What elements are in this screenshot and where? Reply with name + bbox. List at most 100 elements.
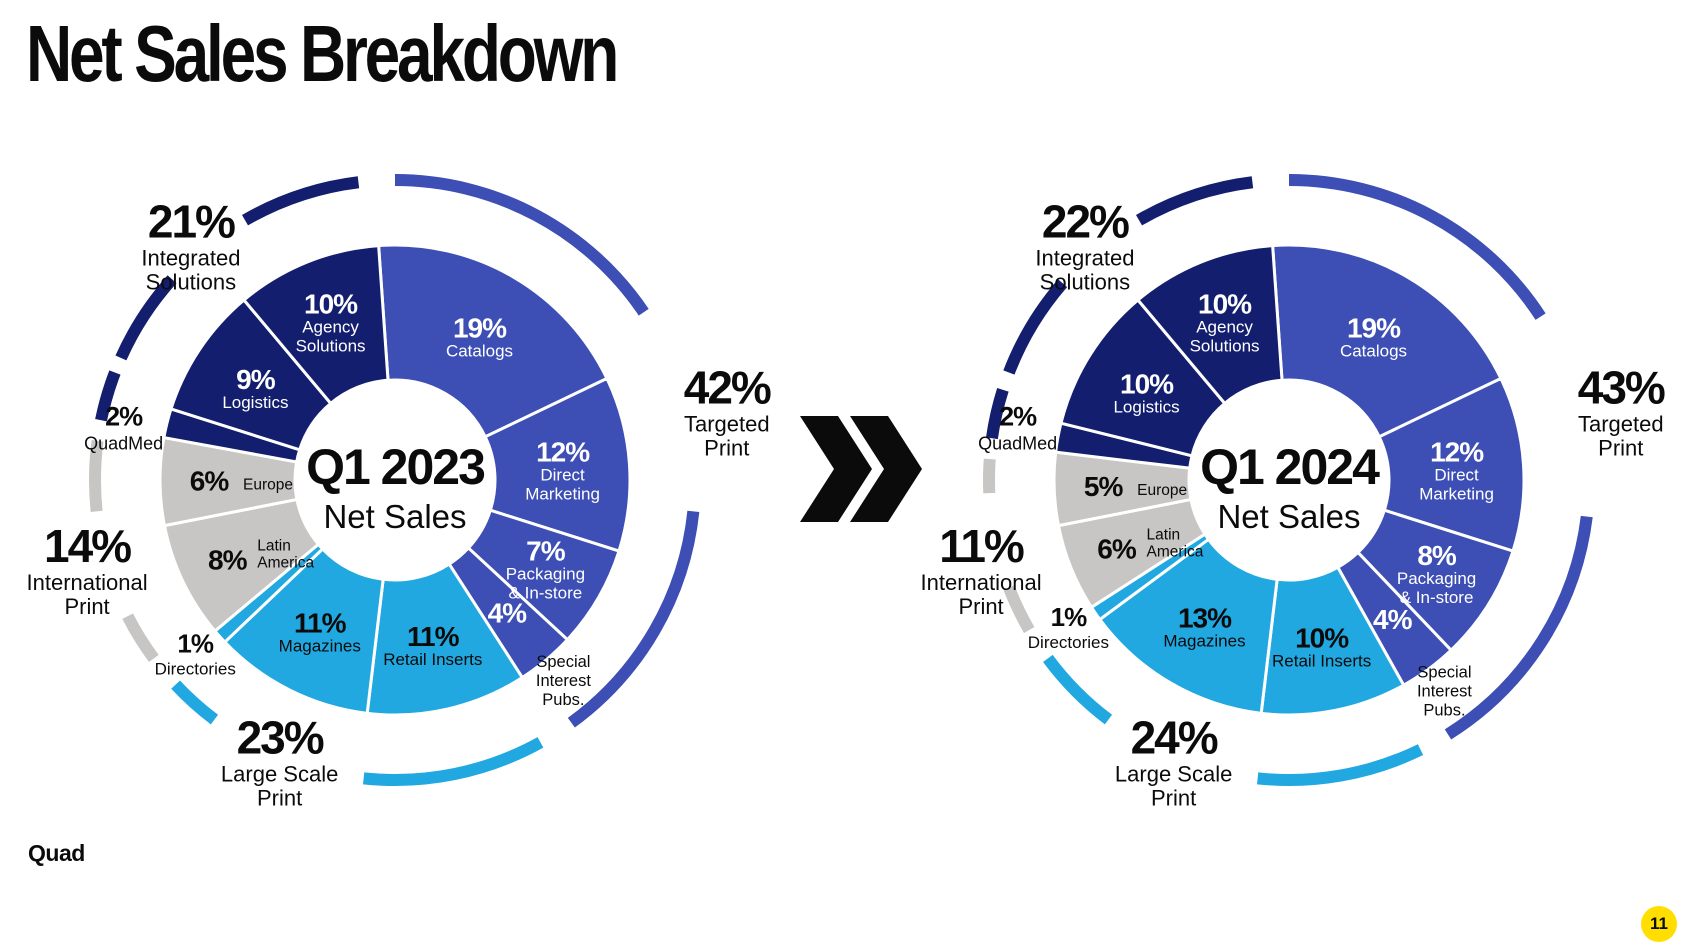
label-name-special-interest-pubs: Pubs.	[1423, 701, 1465, 719]
label-name-agency-solutions: Agency	[1196, 318, 1253, 337]
label-pct-logistics: 9%	[236, 364, 276, 395]
group-arc-integrated-solutions	[242, 176, 360, 226]
double-chevron-right-icon	[800, 416, 922, 522]
callout-pct-targeted-print: 42%	[684, 362, 771, 414]
label-pct-catalogs: 19%	[1347, 312, 1401, 343]
label-pct-direct-marketing: 12%	[536, 436, 590, 467]
label-name-packaging: Packaging	[1397, 569, 1476, 588]
page-number-badge: 11	[1641, 906, 1677, 942]
label-name-special-interest-pubs: Interest	[1417, 682, 1472, 700]
label-name-packaging: Packaging	[506, 565, 585, 584]
label-name-special-interest-pubs: Pubs.	[542, 691, 584, 709]
callout-pct-quadmed: 2%	[999, 402, 1037, 432]
callout-name-quadmed: QuadMed	[84, 434, 163, 454]
callout-name-integrated-solutions: Integrated	[1035, 245, 1134, 270]
callout-name-quadmed: QuadMed	[978, 434, 1057, 454]
callout-pct-large-scale-print: 23%	[237, 712, 324, 764]
label-pct-latin-america: 8%	[208, 544, 248, 575]
page-title: Net Sales Breakdown	[26, 9, 619, 98]
label-name-retail-inserts: Retail Inserts	[383, 650, 482, 669]
label-pct-catalogs: 19%	[453, 312, 507, 343]
callout-pct-large-scale-print: 24%	[1131, 712, 1218, 764]
group-arc-quadmed	[985, 387, 1009, 440]
group-arc-international-print	[122, 613, 159, 663]
callout-name-international-print: International	[27, 570, 148, 595]
group-arc-integrated-solutions	[115, 275, 177, 361]
callout-pct-international-print: 14%	[44, 520, 131, 572]
callout-name-targeted-print: Targeted	[1578, 412, 1664, 437]
label-name-catalogs: Catalogs	[446, 341, 513, 360]
label-pct-directories: 1%	[1051, 602, 1087, 632]
label-pct-europe: 5%	[1084, 471, 1124, 502]
group-arc-international-print	[1003, 585, 1035, 633]
label-pct-special-interest-pubs: 4%	[1373, 604, 1413, 635]
donut-center	[295, 380, 495, 580]
label-name-special-interest-pubs: Interest	[536, 672, 591, 690]
label-name-retail-inserts: Retail Inserts	[1272, 651, 1371, 670]
group-arc-international-print	[89, 440, 104, 512]
label-name-logistics: Logistics	[1113, 397, 1179, 416]
donut-chart-q1-2023: Q1 2023 Net Sales 19% Catalogs 12% Direct Mark…	[5, 115, 805, 835]
group-arc-large-scale-print	[1043, 654, 1113, 725]
callout-name-large-scale-print: Print	[1151, 786, 1196, 811]
callout-pct-international-print: 11%	[939, 520, 1024, 572]
label-name-direct-marketing: Direct	[540, 465, 585, 484]
label-name-agency-solutions: Solutions	[1190, 337, 1260, 356]
label-name-latin-america: America	[1147, 544, 1204, 561]
label-name-packaging: & In-store	[509, 584, 583, 603]
group-arc-integrated-solutions	[1136, 176, 1254, 226]
callout-pct-quadmed: 2%	[105, 402, 143, 432]
quad-logo: Quad	[28, 840, 85, 866]
label-name-direct-marketing: Direct	[1434, 465, 1479, 484]
label-pct-retail-inserts: 11%	[407, 621, 460, 652]
label-name-agency-solutions: Agency	[302, 318, 359, 337]
label-name-direct-marketing: Marketing	[1419, 484, 1494, 503]
group-arc-large-scale-print	[363, 737, 544, 786]
callout-name-international-print: Print	[958, 594, 1003, 619]
group-arc-targeted-print	[1444, 515, 1593, 740]
label-pct-packaging: 8%	[1417, 540, 1457, 571]
callout-name-targeted-print: Targeted	[684, 412, 770, 437]
group-arc-targeted-print	[567, 510, 700, 728]
center-subtitle: Net Sales	[323, 498, 466, 535]
label-name-latin-america: America	[257, 554, 314, 571]
label-name-special-interest-pubs: Special	[536, 653, 590, 671]
label-pct-latin-america: 6%	[1097, 534, 1137, 565]
callout-name-international-print: International	[921, 570, 1042, 595]
label-pct-agency-solutions: 10%	[1198, 289, 1252, 320]
label-pct-direct-marketing: 12%	[1430, 436, 1484, 467]
label-name-magazines: Magazines	[279, 637, 361, 656]
label-pct-agency-solutions: 10%	[304, 289, 358, 320]
label-pct-logistics: 10%	[1120, 368, 1174, 399]
group-arc-international-print	[983, 458, 996, 494]
label-pct-magazines: 13%	[1178, 603, 1232, 634]
label-pct-special-interest-pubs: 4%	[488, 597, 528, 628]
label-name-direct-marketing: Marketing	[525, 484, 600, 503]
callout-name-integrated-solutions: Integrated	[141, 245, 240, 270]
label-name-catalogs: Catalogs	[1340, 341, 1407, 360]
group-arc-quadmed	[95, 370, 121, 422]
callout-name-targeted-print: Print	[1598, 436, 1643, 461]
label-name-directories: Directories	[155, 660, 236, 679]
label-name-latin-america: Latin	[1147, 527, 1181, 544]
callout-name-integrated-solutions: Solutions	[1040, 269, 1131, 294]
callout-name-large-scale-print: Large Scale	[1115, 762, 1232, 787]
label-name-packaging: & In-store	[1400, 588, 1474, 607]
donut-chart-q1-2024: Q1 2024 Net Sales 19% Catalogs 12% Direct Mark…	[899, 115, 1698, 835]
group-arc-targeted-print	[1288, 174, 1546, 320]
label-name-special-interest-pubs: Special	[1417, 663, 1471, 681]
label-name-magazines: Magazines	[1163, 632, 1245, 651]
label-pct-europe: 6%	[190, 465, 230, 496]
label-name-directories: Directories	[1028, 633, 1109, 652]
label-name-europe: Europe	[243, 476, 293, 493]
label-pct-directories: 1%	[177, 629, 213, 659]
group-arc-targeted-print	[394, 174, 649, 316]
callout-pct-integrated-solutions: 22%	[1042, 195, 1129, 247]
callout-name-large-scale-print: Print	[257, 786, 302, 811]
group-arc-large-scale-print	[1257, 744, 1424, 786]
callout-name-targeted-print: Print	[704, 436, 749, 461]
label-pct-packaging: 7%	[526, 536, 566, 567]
callout-pct-targeted-print: 43%	[1578, 362, 1665, 414]
